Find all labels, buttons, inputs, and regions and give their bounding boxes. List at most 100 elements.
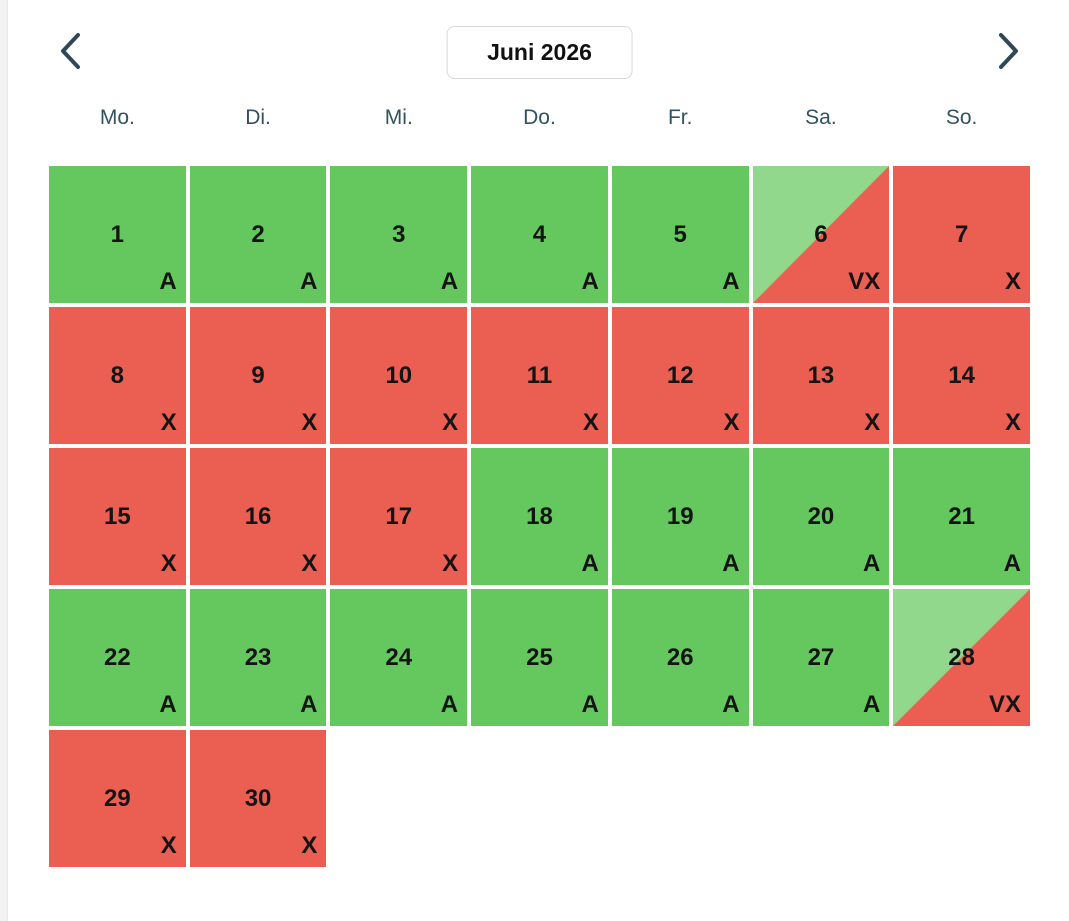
day-cell-15[interactable]: 15 X xyxy=(49,448,186,585)
day-cell-21[interactable]: 21 A xyxy=(893,448,1030,585)
day-number: 14 xyxy=(948,361,975,389)
day-cell-28[interactable]: 28 VX xyxy=(893,589,1030,726)
availability-label: A xyxy=(722,268,740,295)
weekday-header: Mo. Di. Mi. Do. Fr. Sa. So. xyxy=(49,106,1030,130)
day-number: 2 xyxy=(251,220,265,248)
weekday-label-sa: Sa. xyxy=(805,106,837,129)
day-cell-20[interactable]: 20 A xyxy=(752,448,890,585)
day-number: 17 xyxy=(385,502,413,530)
day-cell-13[interactable]: 13 X xyxy=(752,307,890,444)
day-cell-30[interactable]: 30 X xyxy=(189,730,327,867)
prev-month-button[interactable] xyxy=(55,28,86,74)
day-cell-29[interactable]: 29 X xyxy=(49,730,186,867)
availability-label: X xyxy=(160,832,177,859)
day-number: 4 xyxy=(532,220,547,248)
day-number: 28 xyxy=(948,643,975,671)
availability-label: X xyxy=(301,550,318,577)
day-cell-17[interactable]: 17 X xyxy=(330,448,468,585)
day-number: 25 xyxy=(526,643,553,671)
weekday-label-di: Di. xyxy=(245,106,271,129)
day-number: 1 xyxy=(110,220,125,248)
availability-label: A xyxy=(862,550,881,577)
weekday-label-do: Do. xyxy=(523,106,556,129)
availability-label: X xyxy=(301,409,318,436)
availability-label: A xyxy=(300,268,318,295)
day-number: 9 xyxy=(251,361,265,389)
day-number: 5 xyxy=(673,220,687,248)
day-cell-6[interactable]: 6 VX xyxy=(752,166,890,303)
day-cell-27[interactable]: 27 A xyxy=(752,589,890,726)
weekday-label-mi: Mi. xyxy=(384,106,413,129)
day-cell-23[interactable]: 23 A xyxy=(189,589,327,726)
calendar-grid: 1 A 2 A 3 A 4 A 5 A 6 VX 7 X 8 X 9 X 10 X 11 X 12 X 13 X 14 X 15 X 16 X… xyxy=(49,166,1030,867)
day-cell-16[interactable]: 16 X xyxy=(189,448,327,585)
day-cell-25[interactable]: 25 A xyxy=(471,589,608,726)
availability-label: X xyxy=(442,550,459,577)
month-title: Juni 2026 xyxy=(446,26,633,79)
day-number: 20 xyxy=(807,502,835,530)
day-cell-18[interactable]: 18 A xyxy=(471,448,608,585)
calendar-header: Juni 2026 xyxy=(49,26,1030,80)
availability-label: X xyxy=(864,409,881,436)
day-number: 7 xyxy=(954,220,969,248)
day-number: 26 xyxy=(666,643,694,671)
next-month-button[interactable] xyxy=(993,28,1024,74)
availability-label: X xyxy=(1004,409,1021,436)
day-number: 3 xyxy=(392,220,406,248)
day-number: 21 xyxy=(948,502,975,530)
day-number: 29 xyxy=(103,784,131,812)
availability-label: X xyxy=(442,409,459,436)
availability-label: X xyxy=(723,409,740,436)
availability-label: X xyxy=(582,409,599,436)
day-cell-10[interactable]: 10 X xyxy=(330,307,468,444)
availability-label: A xyxy=(722,691,740,718)
weekday-label-so: So. xyxy=(945,106,978,129)
day-number: 15 xyxy=(103,502,131,530)
availability-label: VX xyxy=(988,691,1021,718)
weekday-label-mo: Mo. xyxy=(99,106,135,129)
day-cell-11[interactable]: 11 X xyxy=(471,307,608,444)
day-number: 16 xyxy=(244,502,272,530)
day-number: 10 xyxy=(385,361,413,389)
availability-label: A xyxy=(440,691,459,718)
weekday-label-fr: Fr. xyxy=(667,106,693,129)
chevron-left-icon xyxy=(59,32,82,70)
day-cell-26[interactable]: 26 A xyxy=(611,589,749,726)
availability-label: VX xyxy=(848,268,881,295)
day-number: 12 xyxy=(666,361,694,389)
day-number: 13 xyxy=(807,361,835,389)
availability-label: A xyxy=(581,268,599,295)
day-number: 30 xyxy=(244,784,272,812)
availability-label: A xyxy=(440,268,459,295)
availability-label: A xyxy=(300,691,318,718)
day-cell-22[interactable]: 22 A xyxy=(49,589,186,726)
day-number: 11 xyxy=(526,361,553,389)
panel-edge xyxy=(0,0,8,921)
day-cell-19[interactable]: 19 A xyxy=(611,448,749,585)
day-number: 27 xyxy=(807,643,835,671)
day-number: 22 xyxy=(103,643,131,671)
availability-label: A xyxy=(1003,550,1021,577)
availability-label: X xyxy=(301,832,318,859)
availability-label: X xyxy=(1004,268,1021,295)
day-cell-12[interactable]: 12 X xyxy=(611,307,749,444)
day-number: 18 xyxy=(526,502,553,530)
day-cell-14[interactable]: 14 X xyxy=(893,307,1030,444)
day-number: 8 xyxy=(110,361,125,389)
day-number: 23 xyxy=(244,643,272,671)
availability-label: A xyxy=(722,550,740,577)
day-cell-24[interactable]: 24 A xyxy=(330,589,468,726)
day-number: 24 xyxy=(385,643,413,671)
availability-label: X xyxy=(160,409,177,436)
availability-label: A xyxy=(581,691,599,718)
day-number: 19 xyxy=(666,502,694,530)
